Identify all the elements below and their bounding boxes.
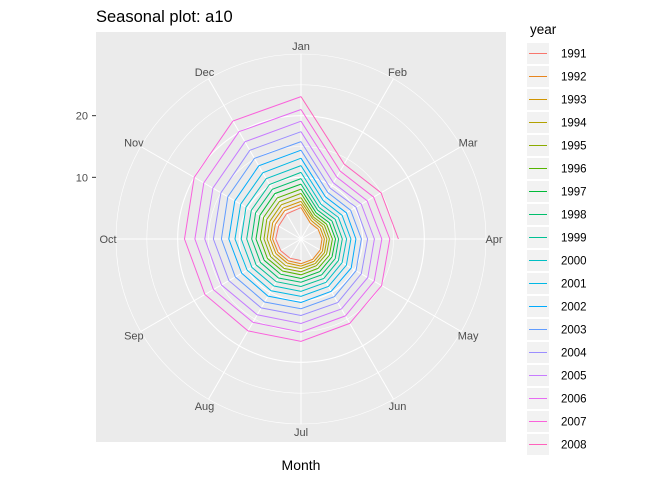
month-label-nov: Nov — [124, 138, 144, 150]
month-label-may: May — [458, 331, 479, 343]
series-line-2006 — [194, 109, 383, 333]
x-axis-title: Month — [282, 457, 321, 473]
series-line-1995 — [263, 192, 330, 273]
legend-label-1999: 1999 — [561, 233, 587, 245]
series-line-2002 — [228, 149, 357, 304]
series-line-1994 — [266, 197, 328, 270]
series-line-1993 — [269, 200, 325, 267]
legend-label-2007: 2007 — [561, 417, 587, 429]
legend-label-2005: 2005 — [561, 371, 587, 383]
ring-15 — [208, 146, 394, 332]
month-label-sep: Sep — [124, 331, 144, 343]
ring-30 — [115, 53, 487, 425]
legend-label-1998: 1998 — [561, 210, 587, 222]
month-label-apr: Apr — [485, 234, 502, 246]
legend-label-2004: 2004 — [561, 348, 587, 360]
month-labels: Jan Feb Mar Apr May Jun Jul Aug Sep Oct Nov Dec — [99, 41, 502, 439]
month-label-jul: Jul — [294, 427, 308, 439]
legend-label-2003: 2003 — [561, 325, 587, 337]
r-tick-label-10: 10 — [76, 172, 88, 184]
legend-label-2002: 2002 — [561, 302, 587, 314]
legend-label-1995: 1995 — [561, 141, 587, 153]
series-line-1998 — [251, 178, 340, 283]
legend-label-1996: 1996 — [561, 164, 587, 176]
month-label-dec: Dec — [195, 67, 215, 79]
legend-label-1997: 1997 — [561, 187, 587, 199]
ring-20 — [177, 115, 425, 363]
series-line-2003 — [220, 141, 362, 310]
legend-label-2001: 2001 — [561, 279, 587, 291]
legend-label-2000: 2000 — [561, 256, 587, 268]
month-label-jan: Jan — [292, 41, 310, 53]
month-label-aug: Aug — [195, 401, 215, 413]
legend-label-2006: 2006 — [561, 394, 587, 406]
ring-25 — [146, 84, 456, 394]
r-tick-label-20: 20 — [76, 111, 88, 123]
legend-label-1994: 1994 — [561, 118, 587, 130]
legend-label-1993: 1993 — [561, 95, 587, 107]
series-line-2004 — [212, 131, 369, 317]
series-line-1997 — [255, 183, 337, 280]
series-lines — [183, 96, 399, 342]
series-line-1991 — [275, 207, 302, 262]
legend: 1991 1992 1993 1994 1995 1996 1997 1998 1999 2000… — [527, 43, 587, 455]
month-label-mar: Mar — [459, 138, 478, 150]
chart-title: Seasonal plot: a10 — [96, 8, 233, 26]
legend-label-1992: 1992 — [561, 72, 587, 84]
month-label-jun: Jun — [389, 401, 407, 413]
series-line-2008 — [300, 96, 399, 240]
month-label-oct: Oct — [99, 234, 116, 246]
series-line-1992 — [272, 204, 323, 265]
series-line-1999 — [246, 171, 343, 288]
month-label-feb: Feb — [388, 67, 407, 79]
series-line-2007 — [183, 96, 391, 342]
series-line-2000 — [240, 165, 348, 292]
series-line-2001 — [234, 157, 352, 297]
radius-ticks: 10 20 — [76, 111, 96, 184]
series-line-1996 — [259, 188, 333, 276]
series-line-2005 — [204, 120, 375, 325]
legend-label-2008: 2008 — [561, 440, 587, 452]
legend-title: year — [530, 22, 557, 37]
ring-10 — [238, 176, 364, 302]
legend-label-1991: 1991 — [561, 49, 587, 61]
